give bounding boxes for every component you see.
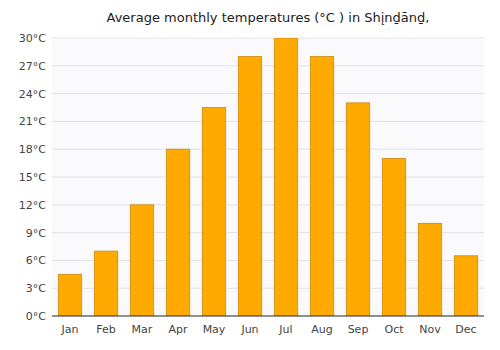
bar: [166, 149, 189, 316]
bar: [238, 57, 261, 316]
bar: [346, 103, 369, 316]
y-tick-label: 9°C: [26, 227, 46, 240]
y-tick-label: 18°C: [19, 143, 46, 156]
x-tick-label: Mar: [132, 323, 153, 336]
bars: [58, 38, 477, 316]
grid-line: [52, 65, 484, 66]
bar: [130, 205, 153, 316]
x-tick-label: Dec: [455, 323, 476, 336]
grid-line: [52, 316, 484, 317]
grid-line: [52, 149, 484, 150]
y-tick-label: 0°C: [26, 310, 46, 323]
bar: [382, 158, 405, 316]
y-tick-label: 15°C: [19, 171, 46, 184]
x-tick-label: Jun: [240, 323, 258, 336]
bar: [94, 251, 117, 316]
y-tick-label: 6°C: [26, 254, 46, 267]
x-axis-line: [52, 316, 484, 317]
y-tick-label: 24°C: [19, 88, 46, 101]
bar: [454, 256, 477, 316]
bar: [418, 223, 441, 316]
grid-line: [52, 93, 484, 94]
bar: [310, 57, 333, 316]
bar: [274, 38, 297, 316]
x-tick-label: Oct: [384, 323, 404, 336]
y-tick-label: 12°C: [19, 199, 46, 212]
grid-line: [52, 38, 484, 39]
grid-line: [52, 177, 484, 178]
y-tick-label: 30°C: [19, 32, 46, 45]
x-tick-label: Aug: [311, 323, 332, 336]
x-tick-label: May: [203, 323, 226, 336]
x-tick-label: Nov: [419, 323, 441, 336]
x-tick-label: Jan: [61, 323, 79, 336]
x-tick-label: Feb: [96, 323, 115, 336]
x-tick-label: Apr: [168, 323, 188, 336]
chart: Average monthly temperatures (°C ) in Sh…: [0, 0, 500, 350]
title: Average monthly temperatures (°C ) in Sh…: [107, 10, 430, 25]
plot-area: [52, 38, 484, 316]
x-tick-label: Sep: [348, 323, 369, 336]
x-tick-label: Jul: [278, 323, 292, 336]
y-tick-label: 27°C: [19, 60, 46, 73]
grid-line: [52, 121, 484, 122]
y-tick-label: 3°C: [26, 282, 46, 295]
grid-line: [52, 204, 484, 205]
bar: [202, 108, 225, 317]
bar: [58, 274, 81, 316]
y-tick-label: 21°C: [19, 115, 46, 128]
